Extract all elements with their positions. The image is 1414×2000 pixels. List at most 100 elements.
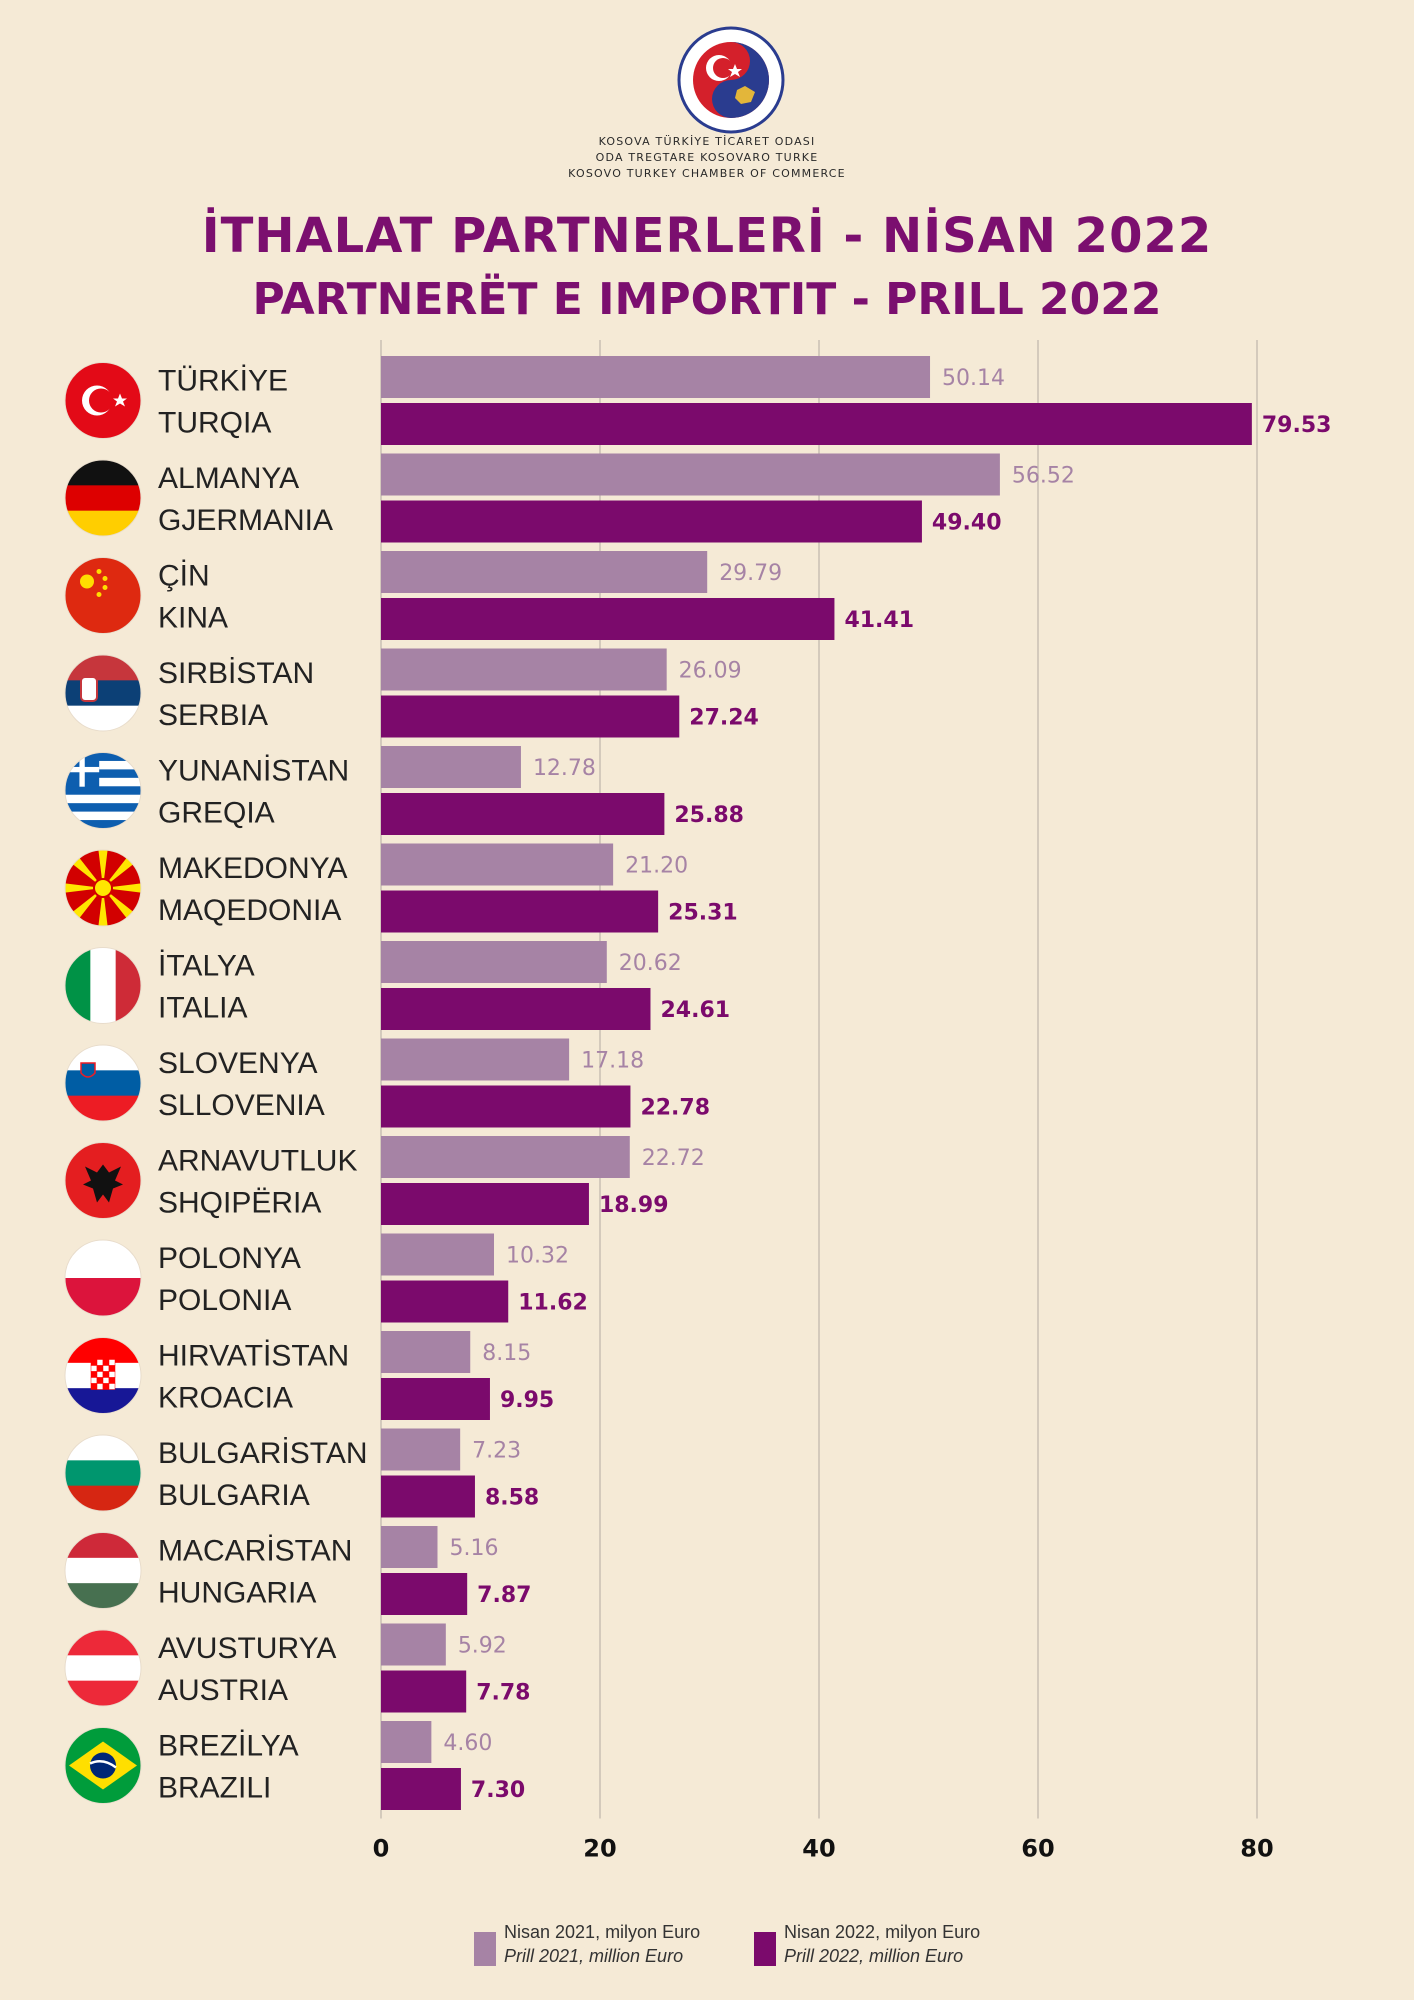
bar-2022: [381, 1378, 490, 1420]
legend-label-2022-tr: Nisan 2022, milyon Euro: [784, 1922, 981, 1942]
flag-stripe: [115, 947, 141, 1024]
bar-2022: [381, 1573, 468, 1615]
flag-stripe: [65, 1045, 141, 1072]
category-label-sq: GJERMANIA: [158, 504, 333, 537]
checker: [102, 1371, 110, 1378]
checker: [90, 1359, 98, 1366]
data-label-2021: 5.92: [458, 1634, 507, 1659]
flag-border: [64, 1434, 142, 1512]
x-tick-label: 0: [373, 1835, 390, 1863]
checker: [108, 1365, 116, 1372]
data-label-2021: 10.32: [506, 1244, 569, 1269]
category-label-tr: MAKEDONYA: [158, 852, 347, 885]
data-label-2022: 8.58: [485, 1486, 539, 1511]
category-label-sq: HUNGARIA: [158, 1577, 316, 1610]
slovenia-flag-icon: [64, 1044, 142, 1122]
coat-of-arms: [80, 676, 98, 702]
serbia-flag-icon: [64, 654, 142, 732]
globe: [90, 1752, 116, 1779]
flag-stripe: [65, 1680, 141, 1706]
data-label-2022: 22.78: [640, 1096, 710, 1121]
data-label-2021: 5.16: [450, 1536, 499, 1561]
category-label-tr: POLONYA: [158, 1242, 301, 1275]
sun-ray: [103, 880, 141, 896]
croatia-flag-icon: [64, 1337, 142, 1414]
italy-flag-icon: [64, 947, 142, 1024]
legend-item-2022: Nisan 2022, milyon Euro Prill 2022, mill…: [754, 1920, 980, 1968]
bulgaria-flag-icon: [64, 1434, 142, 1512]
bar-2021: [381, 453, 1000, 496]
bar-2021: [381, 356, 931, 398]
flag-stripe: [65, 705, 141, 731]
flag-stripe: [65, 1655, 141, 1682]
bar-2022: [381, 1670, 467, 1713]
flag-fill: [65, 1435, 141, 1511]
checker: [108, 1371, 116, 1378]
sun-ray: [65, 880, 103, 896]
checker: [102, 1365, 110, 1372]
category-label-sq: GREQIA: [158, 797, 275, 830]
x-tick-label: 60: [1021, 1835, 1054, 1863]
category-label-sq: POLONIA: [158, 1284, 291, 1317]
data-label-2022: 25.31: [668, 901, 738, 926]
data-label-2021: 50.14: [942, 366, 1005, 391]
flag-border: [64, 1629, 142, 1707]
legend-label-2021-en: Prill 2021, million Euro: [504, 1946, 684, 1966]
legend-item-2021: Nisan 2021, milyon Euro Prill 2021, mill…: [474, 1920, 700, 1968]
bar-2021: [381, 1721, 432, 1763]
bar-2021: [381, 1331, 471, 1373]
flag-stripe: [65, 1070, 141, 1097]
turkey-flag-icon: [64, 362, 142, 439]
data-label-2021: 20.62: [619, 951, 682, 976]
data-label-2021: 56.52: [1012, 464, 1075, 489]
greece-flag-icon: [64, 752, 142, 829]
data-label-2021: 26.09: [679, 659, 742, 684]
bar-2022: [381, 598, 835, 640]
bar-2022: [381, 793, 665, 835]
flag-border: [64, 1727, 142, 1804]
category-label-tr: ARNAVUTLUK: [158, 1145, 357, 1178]
flag-fill: [65, 557, 141, 634]
category-label-sq: KINA: [158, 602, 228, 635]
bar-2021: [381, 1526, 438, 1568]
category-label-tr: ÇİN: [158, 560, 210, 593]
data-label-2021: 22.72: [642, 1146, 705, 1171]
title-albanian: PARTNERËT E IMPORTIT - PRILL 2022: [252, 274, 1162, 325]
data-label-2021: 7.23: [472, 1439, 521, 1464]
category-label-sq: BRAZILI: [158, 1772, 271, 1805]
bar-2022: [381, 500, 922, 543]
checker: [96, 1365, 104, 1372]
bar-2022: [381, 1085, 631, 1128]
poland-flag-icon: [64, 1239, 142, 1317]
flag-fill: [65, 947, 141, 1024]
flag-bg: [65, 557, 141, 634]
data-label-2022: 24.61: [660, 998, 730, 1023]
checker: [90, 1383, 98, 1390]
star: [113, 393, 127, 407]
bar-2021: [381, 843, 614, 886]
checker: [96, 1371, 104, 1378]
cross-v: [79, 752, 85, 787]
chamber-logo: [677, 26, 785, 134]
hungary-flag-icon: [64, 1532, 142, 1609]
eagle: [83, 1164, 123, 1203]
category-label-sq: BULGARIA: [158, 1479, 310, 1512]
import-partners-bar-chart: 0 20 40 60 80 TÜRKİYE TURQIA 50.14 79.53 ALMANYA G…: [64, 340, 1332, 1863]
data-label-2022: 27.24: [689, 706, 759, 731]
flag-border: [64, 459, 142, 537]
small-star: [102, 576, 108, 581]
bar-2022: [381, 1280, 509, 1323]
legend: Nisan 2021, milyon Euro Prill 2021, mill…: [0, 1920, 1414, 1980]
category-label-tr: BREZİLYA: [158, 1730, 299, 1763]
albania-flag-icon: [64, 1142, 142, 1219]
data-label-2021: 17.18: [581, 1049, 644, 1074]
bar-2021: [381, 1136, 630, 1178]
bar-2022: [381, 890, 659, 933]
category-label-sq: AUSTRIA: [158, 1674, 288, 1707]
title-turkish: İTHALAT PARTNERLERİ - NİSAN 2022: [201, 208, 1213, 264]
checker: [90, 1371, 98, 1378]
flag-stripe: [65, 786, 141, 796]
small-star: [96, 569, 102, 574]
data-label-2022: 79.53: [1262, 413, 1332, 438]
bar-2021: [381, 1233, 495, 1276]
